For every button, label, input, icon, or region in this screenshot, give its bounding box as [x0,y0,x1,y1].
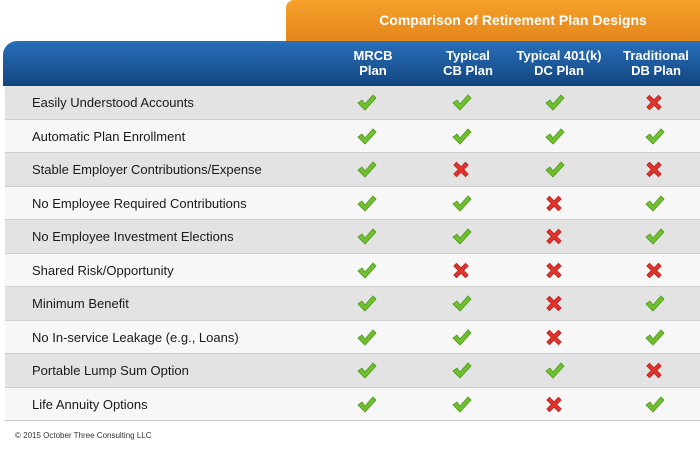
comparison-table: Easily Understood Accounts Automatic Plan… [5,86,700,421]
cross-icon [645,362,665,380]
table-row: No In-service Leakage (e.g., Loans) [5,320,700,354]
check-icon [357,194,377,213]
check-icon [452,328,472,347]
check-icon [452,362,472,380]
feature-label: No In-service Leakage (e.g., Loans) [32,329,239,345]
check-icon [452,127,472,146]
feature-label: Automatic Plan Enrollment [32,128,186,144]
check-icon [545,362,565,380]
table-row: Life Annuity Options [5,387,700,421]
check-icon [357,228,377,246]
table-title-banner: Comparison of Retirement Plan Designs [286,0,700,42]
table-row: Shared Risk/Opportunity [5,253,700,287]
check-icon [645,228,665,246]
check-icon [645,328,665,347]
table-row: Portable Lump Sum Option [5,354,700,388]
feature-label: Portable Lump Sum Option [32,363,189,379]
check-icon [452,395,472,414]
check-icon [452,295,472,313]
check-icon [645,295,665,313]
cross-icon [545,195,565,213]
table-row: No Employee Required Contributions [5,186,700,220]
cross-icon [545,329,565,347]
feature-label: No Employee Investment Elections [32,229,234,245]
feature-label: Life Annuity Options [32,396,148,412]
copyright-footer: © 2015 October Three Consulting LLC [15,431,152,440]
column-header-traditional-db: Traditional DB Plan [623,48,689,78]
check-icon [357,161,377,179]
feature-label: Easily Understood Accounts [32,95,194,111]
check-icon [357,328,377,347]
cross-icon [645,161,665,179]
table-row: No Employee Investment Elections [5,220,700,254]
cross-icon [545,295,565,313]
table-row: Stable Employer Contributions/Expense [5,153,700,187]
check-icon [545,94,565,112]
check-icon [545,161,565,179]
check-icon [452,194,472,213]
cross-icon [452,161,472,179]
cross-icon [545,396,565,414]
feature-label: No Employee Required Contributions [32,195,247,211]
check-icon [357,395,377,414]
cross-icon [645,94,665,112]
feature-label: Shared Risk/Opportunity [32,262,174,278]
check-icon [645,194,665,213]
table-row: Easily Understood Accounts [5,86,700,120]
check-icon [357,362,377,380]
column-header-bar: MRCB Plan Typical CB Plan Typical 401(k)… [3,41,700,86]
check-icon [645,395,665,414]
check-icon [357,127,377,146]
check-icon [452,94,472,112]
column-header-typical-cb: Typical CB Plan [443,48,493,78]
feature-label: Stable Employer Contributions/Expense [32,162,262,178]
column-header-mrcb: MRCB Plan [353,48,393,78]
check-icon [357,295,377,313]
feature-label: Minimum Benefit [32,296,129,312]
check-icon [357,261,377,280]
column-header-typical-401k: Typical 401(k) DC Plan [516,48,602,78]
table-row: Automatic Plan Enrollment [5,119,700,153]
check-icon [645,127,665,146]
table-row: Minimum Benefit [5,287,700,321]
table-title: Comparison of Retirement Plan Designs [379,12,647,28]
check-icon [357,94,377,112]
check-icon [452,228,472,246]
cross-icon [645,262,665,280]
check-icon [545,127,565,146]
cross-icon [452,262,472,280]
cross-icon [545,228,565,246]
cross-icon [545,262,565,280]
